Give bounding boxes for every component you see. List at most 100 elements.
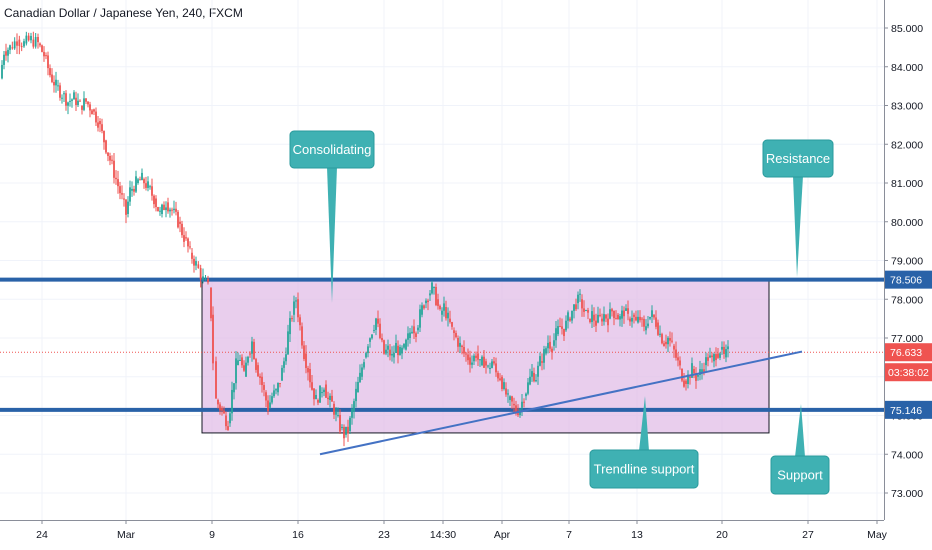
candle-body xyxy=(177,211,179,228)
x-tick-label: Apr xyxy=(494,529,511,541)
callout-box xyxy=(589,449,699,489)
candle-body xyxy=(727,346,729,350)
x-tick-label: 14:30 xyxy=(430,529,456,541)
candle-body xyxy=(427,300,429,303)
candle-body xyxy=(333,403,335,415)
chart-title: Canadian Dollar / Japanese Yen, 240, FXC… xyxy=(4,6,243,20)
candle-body xyxy=(563,328,565,337)
candle-body xyxy=(159,210,161,212)
candle-body xyxy=(625,308,627,311)
callout-box xyxy=(289,130,375,169)
candle-body xyxy=(335,411,337,415)
candle-body xyxy=(217,400,219,405)
candle-body xyxy=(325,384,327,398)
candle-body xyxy=(187,238,189,247)
candle-body xyxy=(399,346,401,356)
candle-body xyxy=(165,207,167,211)
candle-body xyxy=(9,45,11,50)
candle-body xyxy=(515,405,517,414)
candle-body xyxy=(30,35,32,41)
candle-body xyxy=(181,223,183,236)
candle-body xyxy=(569,318,571,321)
callout-pointer xyxy=(639,396,649,451)
candle-body xyxy=(77,100,79,106)
candle-body xyxy=(367,346,369,354)
candle-body xyxy=(633,314,635,317)
candle-body xyxy=(155,198,157,208)
candle-body xyxy=(455,333,457,338)
candle-body xyxy=(507,393,509,395)
candle-body xyxy=(447,312,449,319)
candle-body xyxy=(121,193,123,195)
y-tick-label: 81.000 xyxy=(891,178,923,190)
candle-body xyxy=(73,92,75,100)
y-tick-label: 78.000 xyxy=(891,294,923,306)
candle-body xyxy=(249,353,251,355)
candle-body xyxy=(175,208,177,212)
candle-body xyxy=(95,111,97,123)
candle-body xyxy=(67,102,69,106)
candle-body xyxy=(585,310,587,312)
candle-body xyxy=(487,365,489,367)
support-price-label: 75.146 xyxy=(890,405,922,417)
candle-body xyxy=(571,310,573,321)
x-tick-label: 27 xyxy=(802,529,814,541)
candle-body xyxy=(523,401,525,403)
candle-body xyxy=(505,388,507,395)
candle-body xyxy=(319,385,321,403)
candle-body xyxy=(659,333,661,335)
candle-body xyxy=(463,347,465,354)
candle-body xyxy=(85,98,87,102)
candle-body xyxy=(697,375,699,377)
candle-body xyxy=(537,365,539,377)
candle-body xyxy=(99,121,101,125)
candle-body xyxy=(16,41,18,46)
candle-body xyxy=(683,380,685,387)
candle-body xyxy=(663,343,665,347)
candle-body xyxy=(339,414,341,432)
candle-body xyxy=(549,341,551,349)
candle-body xyxy=(347,426,349,434)
candle-body xyxy=(369,338,371,342)
candle-body xyxy=(145,183,147,188)
candle-body xyxy=(41,45,43,52)
candle-body xyxy=(503,382,505,389)
candle-body xyxy=(655,317,657,327)
candle-body xyxy=(55,79,57,86)
candle-body xyxy=(465,353,467,355)
candle-body xyxy=(651,310,653,317)
candle-body xyxy=(611,309,613,312)
candle-body xyxy=(193,258,195,266)
candle-body xyxy=(39,43,41,46)
callout-support: Support xyxy=(770,404,830,495)
x-tick-label: 13 xyxy=(631,529,643,541)
candle-body xyxy=(293,301,295,315)
candle-body xyxy=(473,355,475,362)
candle-body xyxy=(525,393,527,397)
candle-body xyxy=(365,353,367,358)
candle-body xyxy=(305,353,307,368)
candle-body xyxy=(371,334,373,339)
candle-body xyxy=(511,396,513,402)
candle-body xyxy=(307,367,309,373)
candle-body xyxy=(267,400,269,412)
candle-body xyxy=(705,357,707,366)
candle-body xyxy=(721,346,723,350)
candle-body xyxy=(529,376,531,385)
candle-body xyxy=(301,326,303,346)
x-tick-label: 23 xyxy=(378,529,390,541)
candle-body xyxy=(20,46,23,48)
candle-body xyxy=(513,403,515,406)
x-tick-label: 9 xyxy=(209,529,215,541)
candle-body xyxy=(131,188,133,191)
candle-body xyxy=(501,376,503,389)
x-tick-label: Mar xyxy=(117,529,136,541)
candle-body xyxy=(431,282,433,294)
x-tick-label: 24 xyxy=(36,529,48,541)
candle-body xyxy=(637,316,639,323)
candle-body xyxy=(247,356,249,363)
candle-body xyxy=(607,318,609,326)
